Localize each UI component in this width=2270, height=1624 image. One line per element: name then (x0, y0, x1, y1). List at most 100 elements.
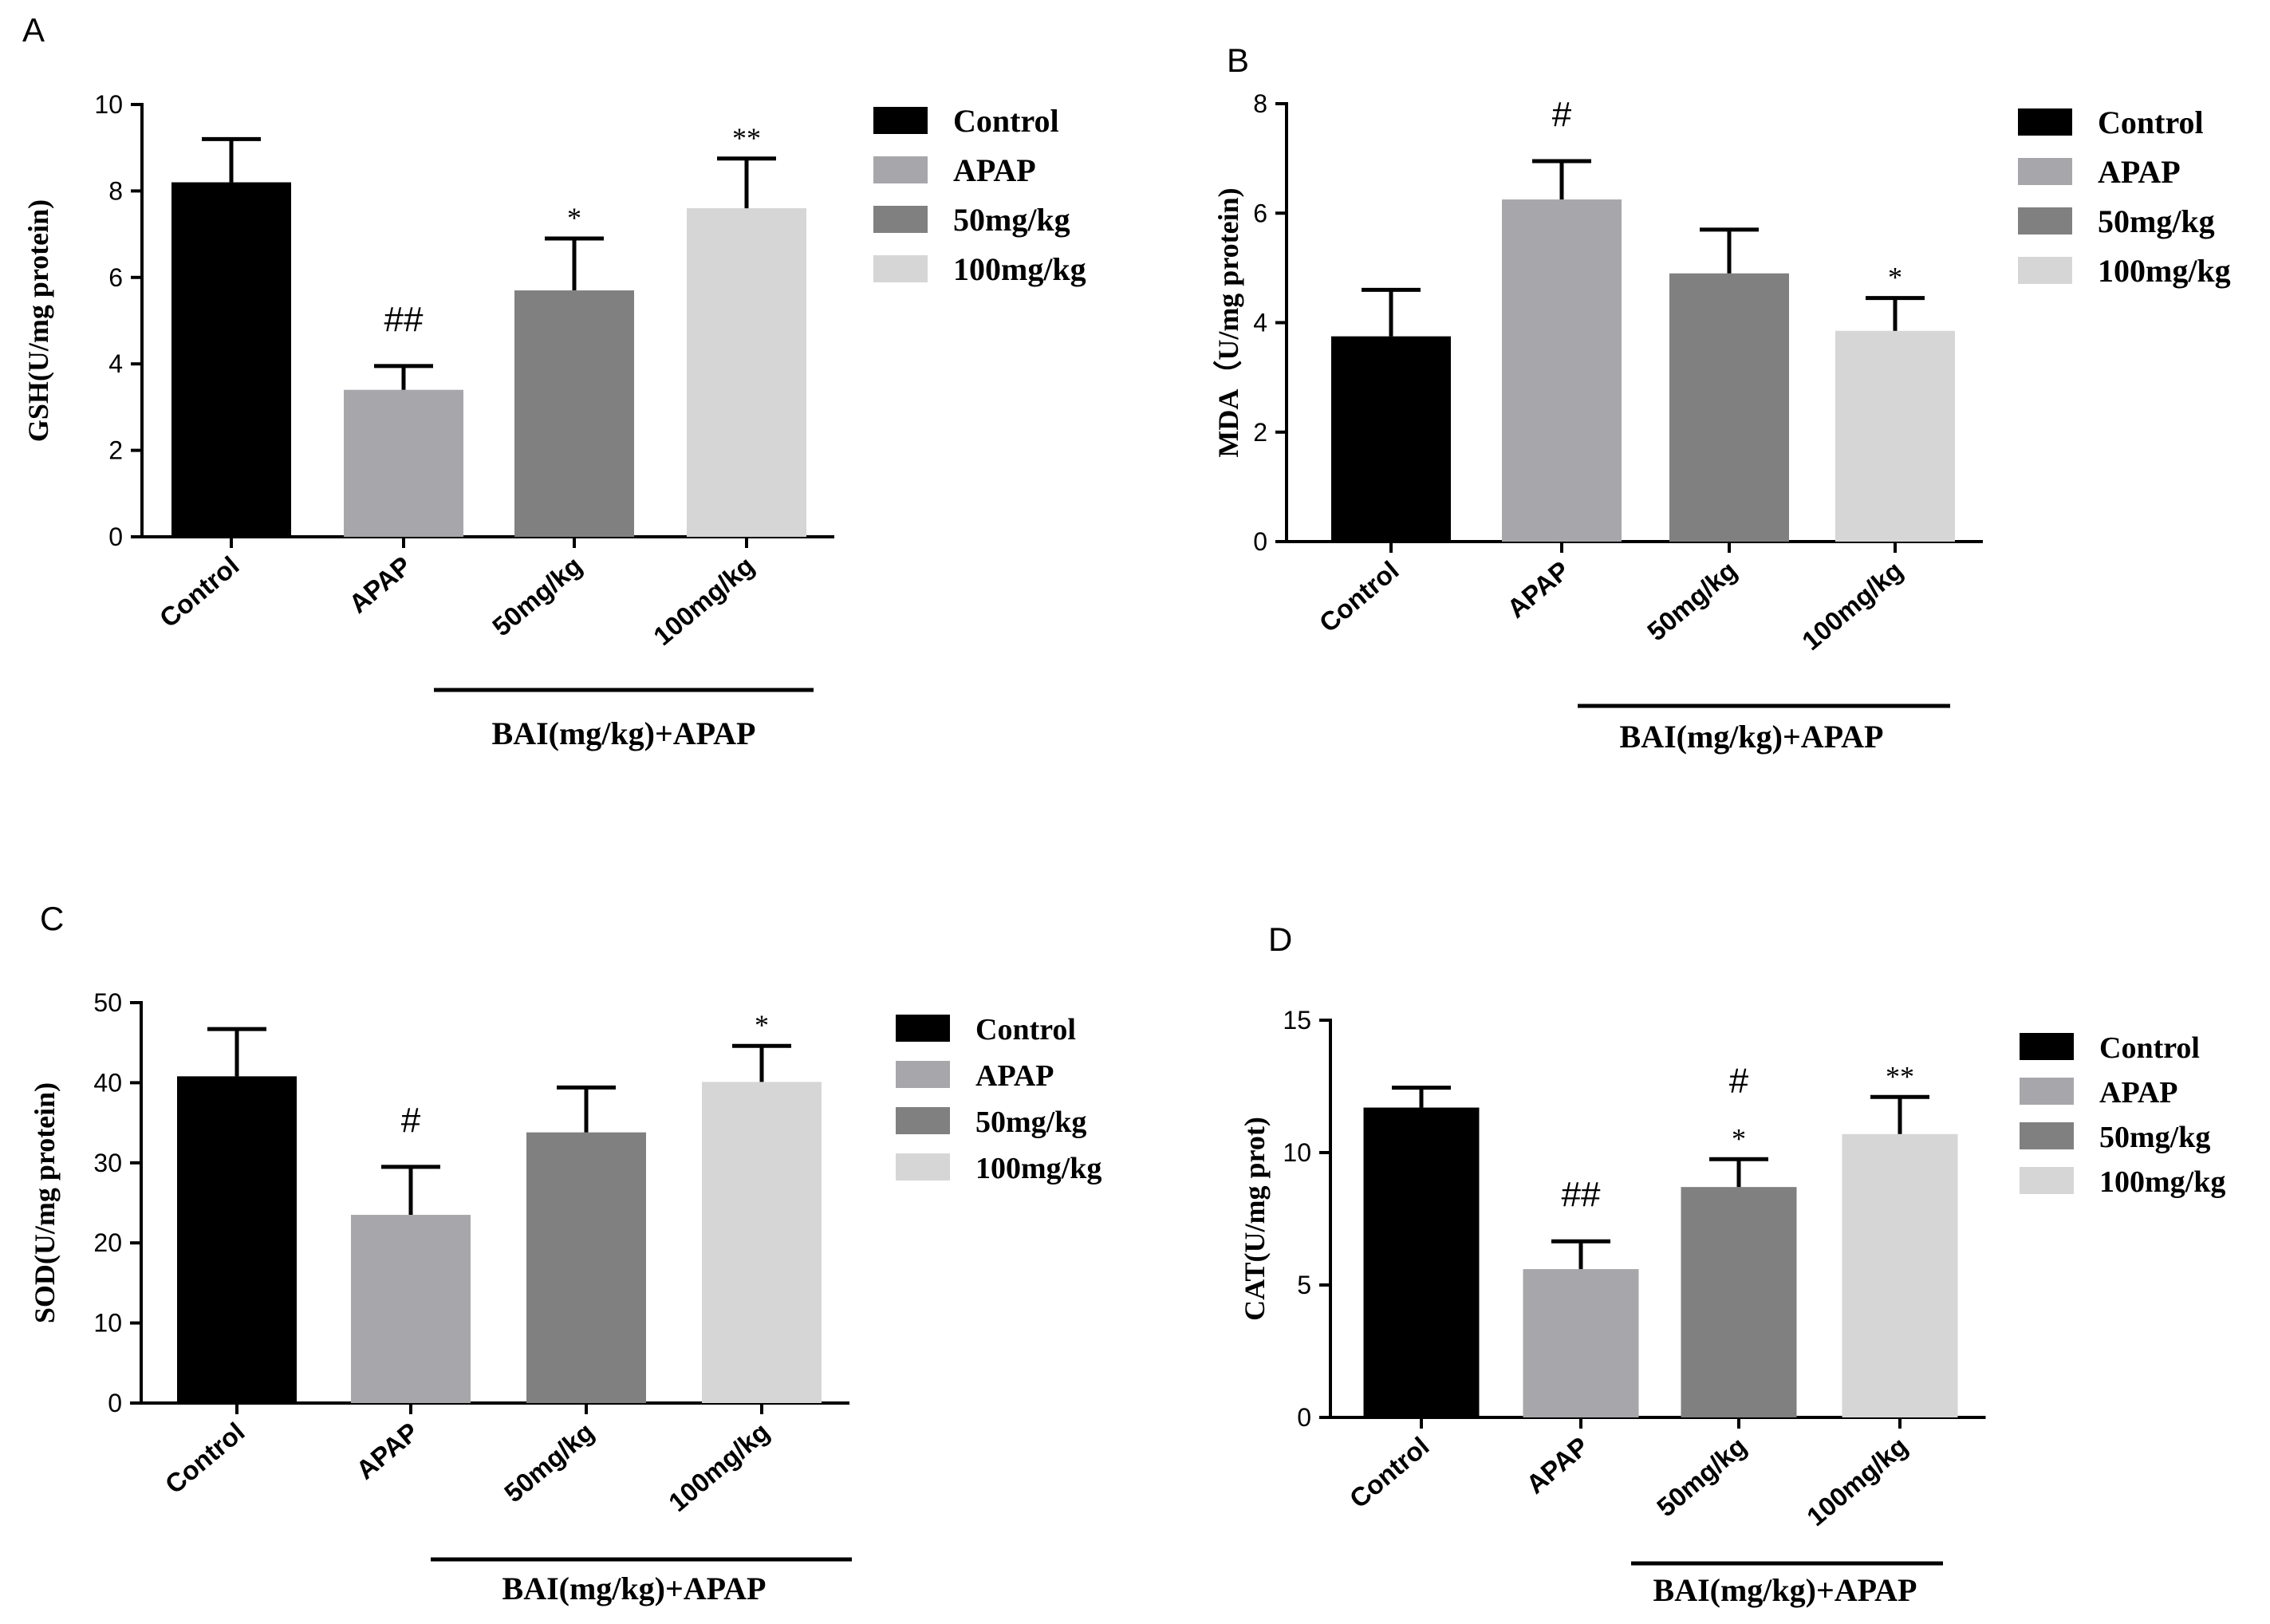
y-tick-label: 0 (108, 522, 123, 551)
x-category-label: APAP (1501, 555, 1574, 624)
bar-control (177, 1076, 297, 1403)
legend-label: 100mg/kg (2099, 1165, 2225, 1199)
panel-letter: B (1227, 41, 1249, 79)
x-category-label: 50mg/kg (1641, 555, 1742, 646)
group-label: BAI(mg/kg)+APAP (1620, 719, 1884, 755)
legend-label: APAP (953, 152, 1036, 188)
y-tick-label: 50 (93, 988, 122, 1017)
x-category-label: APAP (343, 550, 416, 619)
x-category-label: APAP (1520, 1431, 1594, 1500)
x-category-label: 50mg/kg (499, 1417, 599, 1508)
legend-label: APAP (2098, 154, 2181, 190)
bar-control (171, 182, 291, 537)
legend-swatch (873, 107, 928, 134)
bar-100mg-kg (1835, 330, 1955, 542)
panel-letter: C (40, 900, 64, 937)
bar-100mg-kg (1842, 1133, 1958, 1417)
legend-swatch (2020, 1167, 2074, 1194)
legend-label: 50mg/kg (2098, 203, 2215, 239)
panel-letter: A (22, 11, 45, 49)
y-axis-title: MDA（U/mg protein) (1212, 187, 1244, 457)
legend-swatch (2018, 158, 2072, 185)
panel-b-mda-chart: B 0 2 4 6 8 MDA（U/mg protein) Control APAP #50mg/… (1212, 41, 2231, 755)
significance-hash: ## (384, 300, 424, 339)
significance-hash: # (401, 1101, 421, 1140)
y-tick-label: 10 (1283, 1138, 1311, 1167)
group-label: BAI(mg/kg)+APAP (492, 715, 756, 751)
legend-label: 100mg/kg (2098, 253, 2231, 289)
legend-label: 50mg/kg (2099, 1121, 2210, 1154)
legend-label: APAP (975, 1059, 1054, 1093)
bar-50mg-kg (526, 1132, 646, 1403)
y-tick-label: 10 (94, 90, 123, 119)
legend-swatch (896, 1107, 950, 1134)
bar-apap (1502, 199, 1622, 542)
legend-label: 50mg/kg (975, 1106, 1086, 1139)
legend-swatch (896, 1015, 950, 1042)
legend-swatch (873, 156, 928, 183)
legend-swatch (896, 1153, 950, 1181)
y-axis-title: CAT(U/mg prot) (1239, 1117, 1271, 1321)
group-label: BAI(mg/kg)+APAP (1653, 1572, 1917, 1608)
x-category-label: Control (154, 550, 245, 633)
bar-apap (351, 1215, 471, 1403)
legend-swatch (2018, 207, 2072, 235)
legend-swatch (2018, 257, 2072, 284)
significance-star: ** (732, 122, 761, 154)
legend-label: Control (2099, 1031, 2200, 1065)
x-category-label: 50mg/kg (1651, 1431, 1752, 1522)
legend-label: Control (2098, 104, 2204, 140)
y-tick-label: 5 (1297, 1271, 1311, 1299)
bar-control (1331, 336, 1451, 542)
y-tick-label: 8 (108, 176, 123, 205)
y-axis-title: GSH(U/mg protein) (22, 199, 54, 442)
bar-100mg-kg (702, 1082, 822, 1403)
legend-swatch (2020, 1078, 2074, 1105)
y-tick-label: 20 (93, 1228, 122, 1257)
panel-c-sod-chart: C 0 10 20 30 40 50 SOD(U/mg protein) Control APAP… (29, 900, 1102, 1606)
x-category-label: Control (1344, 1431, 1435, 1514)
y-tick-label: 30 (93, 1149, 122, 1177)
bar-50mg-kg (1681, 1187, 1797, 1417)
y-tick-label: 15 (1283, 1006, 1311, 1035)
x-category-label: 100mg/kg (648, 550, 759, 651)
y-tick-label: 2 (1253, 418, 1267, 447)
legend-label: Control (953, 103, 1059, 139)
significance-star: * (755, 1009, 769, 1041)
legend-label: 100mg/kg (953, 251, 1086, 287)
significance-star: * (1888, 262, 1902, 294)
legend-label: APAP (2099, 1076, 2178, 1110)
y-tick-label: 4 (108, 349, 123, 378)
legend-label: Control (975, 1013, 1076, 1047)
y-tick-label: 6 (108, 263, 123, 292)
y-tick-label: 2 (108, 436, 123, 465)
y-tick-label: 4 (1253, 309, 1267, 337)
y-tick-label: 6 (1253, 199, 1267, 227)
bar-apap (1523, 1269, 1639, 1417)
significance-star: ** (1886, 1060, 1914, 1092)
x-category-label: 100mg/kg (1796, 555, 1908, 656)
panel-a-gsh-chart: A 0 2 4 6 8 10 GSH(U/mg protein) Control APAP ## 50… (22, 11, 1086, 751)
legend-swatch (2018, 108, 2072, 136)
legend-swatch (896, 1061, 950, 1088)
x-category-label: APAP (350, 1417, 424, 1485)
y-tick-label: 10 (93, 1309, 122, 1338)
bar-100mg-kg (687, 208, 806, 537)
significance-hash: # (1729, 1061, 1749, 1100)
x-category-label: 50mg/kg (487, 550, 587, 641)
legend-label: 50mg/kg (953, 202, 1070, 238)
x-category-label: Control (1314, 555, 1405, 638)
group-label: BAI(mg/kg)+APAP (502, 1571, 767, 1606)
x-category-label: 100mg/kg (1801, 1431, 1913, 1531)
y-tick-label: 8 (1253, 89, 1267, 118)
significance-star: * (567, 202, 581, 234)
x-category-label: 100mg/kg (663, 1417, 774, 1517)
y-tick-label: 0 (1253, 527, 1267, 556)
panel-d-cat-chart: D 0 5 10 15 CAT(U/mg prot) Control APAP ## 50mg/k… (1239, 920, 2225, 1608)
legend-swatch (2020, 1122, 2074, 1149)
significance-hash: # (1552, 95, 1572, 134)
legend-swatch (2020, 1033, 2074, 1060)
legend-swatch (873, 206, 928, 233)
y-tick-label: 40 (93, 1068, 122, 1097)
